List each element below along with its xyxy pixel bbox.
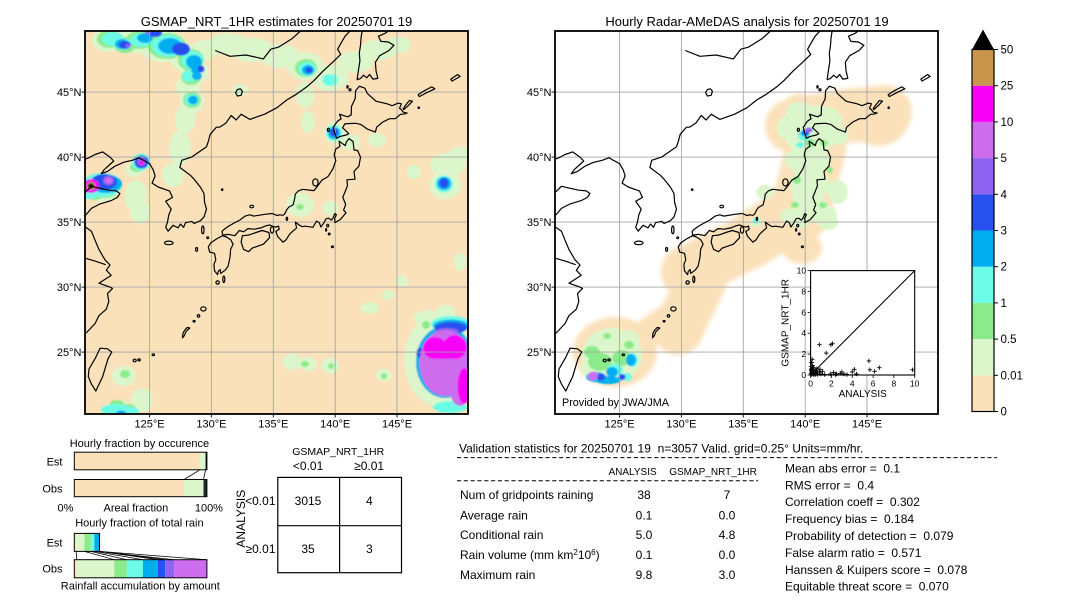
svg-text:ANALYSIS: ANALYSIS (234, 490, 248, 548)
svg-text:Est: Est (47, 457, 63, 469)
svg-text:130°E: 130°E (196, 419, 226, 431)
svg-text:4: 4 (366, 494, 373, 508)
svg-text:25: 25 (1001, 81, 1014, 93)
svg-text:≥0.01: ≥0.01 (246, 542, 276, 556)
svg-text:6: 6 (801, 307, 806, 317)
svg-text:4.8: 4.8 (719, 528, 736, 542)
svg-text:140°E: 140°E (790, 419, 820, 431)
svg-text:45°N: 45°N (57, 87, 82, 99)
svg-text:4: 4 (1001, 189, 1008, 201)
svg-text:Num of gridpoints raining: Num of gridpoints raining (460, 488, 593, 502)
svg-text:Conditional rain: Conditional rain (460, 528, 543, 542)
svg-text:9.8: 9.8 (636, 568, 653, 582)
svg-text:30°N: 30°N (57, 282, 82, 294)
svg-text:Areal fraction: Areal fraction (103, 503, 168, 515)
svg-text:100%: 100% (195, 503, 223, 515)
svg-text:Validation statistics for 2025: Validation statistics for 20250701 19 n=… (459, 442, 863, 456)
svg-text:10: 10 (910, 379, 920, 389)
svg-text:Hourly fraction of total rain: Hourly fraction of total rain (75, 518, 203, 530)
svg-text:2: 2 (801, 349, 806, 359)
svg-text:RMS error = 0.4: RMS error = 0.4 (785, 478, 874, 492)
svg-text:10: 10 (1001, 117, 1014, 129)
svg-text:125°E: 125°E (135, 419, 165, 431)
svg-text:35°N: 35°N (527, 217, 552, 229)
svg-text:2: 2 (829, 379, 834, 389)
svg-text:Est: Est (47, 538, 63, 550)
svg-text:35°N: 35°N (57, 217, 82, 229)
svg-text:50: 50 (1001, 45, 1014, 57)
svg-text:40°N: 40°N (527, 152, 552, 164)
svg-text:0.5: 0.5 (1001, 334, 1017, 346)
svg-text:Frequency bias = 0.184: Frequency bias = 0.184 (785, 512, 914, 526)
svg-text:Probability of detection = 0.: Probability of detection = 0.079 (785, 529, 954, 543)
svg-text:145°E: 145°E (382, 419, 412, 431)
svg-text:25°N: 25°N (527, 347, 552, 359)
svg-text:45°N: 45°N (527, 87, 552, 99)
svg-text:3: 3 (366, 542, 373, 556)
svg-text:GSMAP_NRT_1HR: GSMAP_NRT_1HR (669, 467, 757, 478)
svg-text:135°E: 135°E (728, 419, 758, 431)
svg-text:130°E: 130°E (666, 419, 696, 431)
svg-text:125°E: 125°E (605, 419, 635, 431)
svg-text:38: 38 (637, 488, 651, 502)
svg-text:40°N: 40°N (57, 152, 82, 164)
svg-text:4: 4 (801, 328, 806, 338)
svg-text:25°N: 25°N (57, 347, 82, 359)
svg-text:145°E: 145°E (852, 419, 882, 431)
svg-text:False alarm ratio = 0.571: False alarm ratio = 0.571 (785, 546, 922, 560)
svg-text:0: 0 (808, 379, 813, 389)
svg-text:4: 4 (850, 379, 855, 389)
svg-text:8: 8 (801, 287, 806, 297)
svg-text:6: 6 (871, 379, 876, 389)
svg-text:3015: 3015 (295, 494, 322, 508)
svg-text:8: 8 (892, 379, 897, 389)
svg-text:0.1: 0.1 (636, 548, 653, 562)
svg-text:GSMAP_NRT_1HR: GSMAP_NRT_1HR (781, 279, 792, 367)
svg-text:Average rain: Average rain (460, 508, 528, 522)
svg-text:0: 0 (1001, 407, 1007, 419)
svg-text:5.0: 5.0 (636, 528, 653, 542)
svg-text:3: 3 (1001, 226, 1007, 238)
svg-text:Provided by JWA/JMA: Provided by JWA/JMA (562, 397, 670, 409)
svg-text:<0.01: <0.01 (245, 494, 276, 508)
svg-text:0.0: 0.0 (719, 508, 736, 522)
svg-text:5: 5 (1001, 153, 1007, 165)
svg-text:30°N: 30°N (527, 282, 552, 294)
svg-text:≥0.01: ≥0.01 (354, 459, 384, 473)
svg-text:Equitable threat score = 0.07: Equitable threat score = 0.070 (785, 580, 949, 594)
svg-text:140°E: 140°E (320, 419, 350, 431)
svg-text:135°E: 135°E (258, 419, 288, 431)
svg-text:35: 35 (301, 542, 315, 556)
svg-text:Hanssen & Kuipers score = 0.0: Hanssen & Kuipers score = 0.078 (785, 563, 968, 577)
svg-text:Correlation coeff = 0.302: Correlation coeff = 0.302 (785, 495, 920, 509)
svg-text:<0.01: <0.01 (293, 459, 324, 473)
svg-text:Rainfall accumulation by amoun: Rainfall accumulation by amount (61, 581, 220, 593)
svg-text:0.1: 0.1 (636, 508, 653, 522)
svg-text:0.0: 0.0 (719, 548, 736, 562)
svg-text:Hourly fraction by occurence: Hourly fraction by occurence (70, 438, 209, 450)
svg-text:Mean abs error = 0.1: Mean abs error = 0.1 (785, 461, 900, 475)
svg-text:0.01: 0.01 (1001, 370, 1023, 382)
svg-text:Hourly Radar-AMeDAS analysis f: Hourly Radar-AMeDAS analysis for 2025070… (605, 14, 888, 29)
svg-text:0%: 0% (58, 503, 74, 515)
svg-text:ANALYSIS: ANALYSIS (839, 389, 887, 400)
svg-text:Obs: Obs (42, 484, 63, 496)
svg-text:3.0: 3.0 (719, 568, 736, 582)
svg-text:7: 7 (724, 488, 731, 502)
svg-text:GSMAP_NRT_1HR: GSMAP_NRT_1HR (292, 446, 384, 458)
svg-text:Maximum rain: Maximum rain (460, 568, 535, 582)
svg-text:GSMAP_NRT_1HR estimates for 20: GSMAP_NRT_1HR estimates for 20250701 19 (141, 14, 412, 29)
svg-text:10: 10 (797, 266, 807, 276)
svg-text:0: 0 (801, 370, 806, 380)
svg-text:ANALYSIS: ANALYSIS (609, 467, 657, 478)
svg-text:Rain volume (mm km2106): Rain volume (mm km2106) (460, 548, 600, 562)
svg-text:1: 1 (1001, 298, 1007, 310)
svg-text:2: 2 (1001, 262, 1007, 274)
svg-text:Obs: Obs (42, 564, 63, 576)
